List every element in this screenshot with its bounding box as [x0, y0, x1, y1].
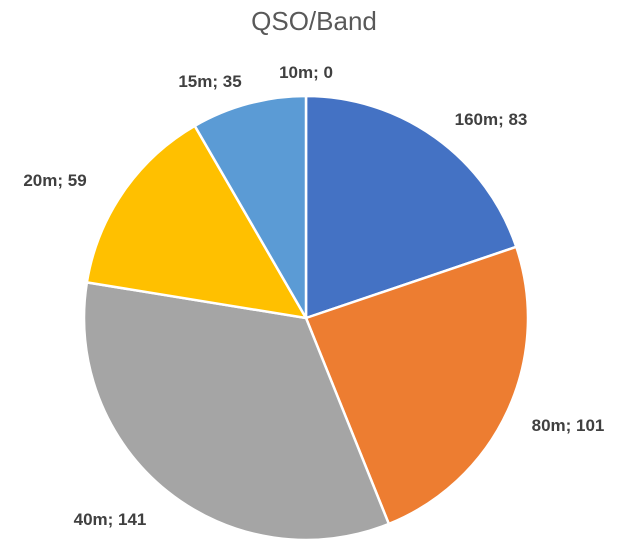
pie-slice-40m: [82, 281, 391, 542]
data-label-40m: 40m; 141: [74, 510, 147, 529]
pie-slice-15m: [193, 94, 308, 320]
data-label-160m: 160m; 83: [455, 110, 528, 129]
chart-title: QSO/Band: [251, 6, 377, 36]
pie-slice-160m: [304, 94, 518, 320]
data-label-15m: 15m; 35: [178, 72, 241, 91]
pie-slices: [82, 94, 530, 542]
pie-slice-20m: [85, 124, 308, 320]
data-label-80m: 80m; 101: [532, 416, 605, 435]
data-label-10m: 10m; 0: [279, 63, 333, 82]
data-label-20m: 20m; 59: [23, 171, 86, 190]
pie-labels: 160m; 83 80m; 101 40m; 141 20m; 59 15m; 35 10…: [23, 63, 604, 529]
